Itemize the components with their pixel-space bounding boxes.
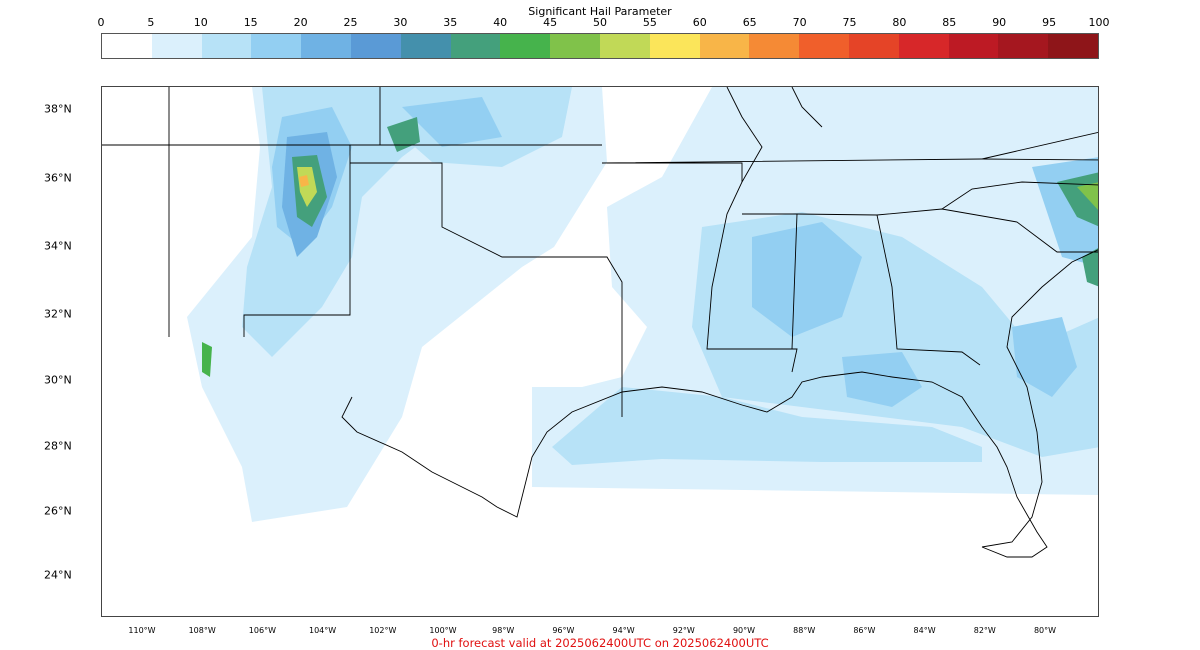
colorbar-segment (848, 34, 899, 58)
latitude-label: 34°N (44, 239, 72, 253)
colorbar-segment (998, 34, 1049, 58)
field-deep-4 (1012, 317, 1077, 397)
colorbar-tick-label: 85 (942, 16, 957, 29)
longitude-label: 100°W (429, 626, 457, 635)
longitude-label: 86°W (853, 626, 876, 635)
colorbar-tick-label: 60 (692, 16, 707, 29)
colorbar-tick-label: 50 (593, 16, 607, 29)
longitude-label: 110°W (128, 626, 156, 635)
colorbar-tick-label: 25 (343, 16, 358, 29)
longitude-label: 82°W (973, 626, 996, 635)
border-ga-sc (876, 208, 1098, 253)
field-green-carolina-2 (1077, 182, 1098, 210)
colorbar-tick-label: 30 (393, 16, 408, 29)
coast-texas (341, 386, 743, 518)
latitude-label: 32°N (44, 307, 72, 321)
colorbar-title: Significant Hail Parameter (528, 5, 672, 18)
coast-florida-atlantic (981, 249, 1098, 548)
colorbar-segment (599, 34, 650, 58)
colorbar-tick-label: 10 (193, 16, 208, 29)
field-green-coast (1082, 248, 1098, 287)
latitude-label: 30°N (44, 373, 72, 387)
state-borders (102, 87, 1098, 417)
longitude-label: 84°W (913, 626, 936, 635)
colorbar-segment (550, 34, 600, 58)
colorbar-tick-label: 5 (147, 16, 155, 29)
shaded-field (187, 87, 1098, 522)
latitude-label: 26°N (44, 504, 72, 518)
colorbar-segment (649, 34, 700, 58)
hail-parameter-map (102, 87, 1098, 558)
colorbar-segment (799, 34, 849, 58)
longitude-label: 96°W (552, 626, 575, 635)
colorbar-segment (898, 34, 949, 58)
colorbar-tick-label: 95 (1042, 16, 1057, 29)
colorbar-tick-label: 45 (543, 16, 558, 29)
longitude-label: 104°W (309, 626, 337, 635)
border-al-ga (796, 213, 981, 366)
longitude-label: 108°W (188, 626, 216, 635)
colorbar-tick-label: 80 (892, 16, 907, 29)
colorbar-tick-label: 70 (792, 16, 807, 29)
border-ky-va (981, 131, 1098, 160)
latitude-label: 36°N (44, 171, 72, 185)
field-green-nm (202, 342, 212, 377)
colorbar-tick-label: 65 (742, 16, 757, 29)
border-ok-ar-la (607, 162, 798, 373)
colorbar-segment (948, 34, 999, 58)
colorbar-tick-label: 75 (842, 16, 857, 29)
field-deep-2 (752, 222, 862, 337)
latitude-label: 38°N (44, 102, 72, 116)
border-nc-sc (941, 181, 1098, 210)
longitude-label: 88°W (793, 626, 816, 635)
longitude-label: 92°W (672, 626, 695, 635)
colorbar-segment (301, 34, 351, 58)
coast-gulf-east (891, 376, 1048, 558)
longitude-label: 98°W (492, 626, 515, 635)
map-panel (101, 86, 1099, 617)
longitude-label: 90°W (732, 626, 756, 635)
colorbar-tick-label: 35 (443, 16, 458, 29)
forecast-valid-caption: 0-hr forecast valid at 2025062400UTC on … (431, 636, 769, 650)
colorbar-segment (102, 34, 152, 58)
colorbar-tick-label: 90 (992, 16, 1007, 29)
border-mo-north (791, 87, 823, 128)
field-deep-3 (842, 352, 922, 407)
border-la-ms-river (726, 87, 763, 183)
colorbar-tick-label: 55 (642, 16, 657, 29)
colorbar-segment (699, 34, 750, 58)
colorbar-segment (749, 34, 800, 58)
border-nm-tx-east (243, 145, 351, 337)
colorbar-segment (500, 34, 551, 58)
colorbar-tick-label: 100 (1088, 16, 1110, 29)
colorbar-segment (1048, 34, 1098, 58)
colorbar-tick-label: 20 (293, 16, 308, 29)
colorbar-segment (450, 34, 501, 58)
colorbar-segment (350, 34, 401, 58)
border-tx-panhandle (350, 162, 623, 417)
field-deep-5 (402, 97, 502, 147)
colorbar (101, 33, 1099, 59)
colorbar-tick-label: 15 (243, 16, 258, 29)
field-orange-dot (299, 175, 309, 187)
latitude-label: 24°N (44, 568, 72, 582)
colorbar-tick-label: 0 (97, 16, 105, 29)
field-mid-gulfcoast (552, 387, 982, 465)
coastlines (341, 249, 1098, 558)
longitude-label: 106°W (248, 626, 276, 635)
coast-louisiana (741, 371, 893, 413)
colorbar-tick-label: 40 (493, 16, 508, 29)
colorbar-segment (201, 34, 252, 58)
longitude-label: 80°W (1033, 626, 1057, 635)
field-green-kansas (387, 117, 420, 152)
colorbar-segment (400, 34, 451, 58)
colorbar-segment (251, 34, 302, 58)
longitude-label: 102°W (369, 626, 397, 635)
colorbar-segment (151, 34, 202, 58)
colorbar-tick-labels: 0 5 10 15 20 25 30 35 40 45 50 55 60 65 70 75 80 85 90 95 10… (0, 0, 1200, 32)
longitude-label: 94°W (612, 626, 635, 635)
latitude-label: 28°N (44, 439, 72, 453)
